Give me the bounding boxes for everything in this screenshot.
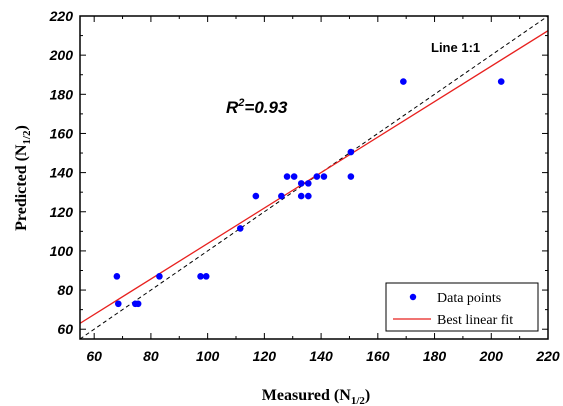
y-axis-title: Predicted (N1/2) — [13, 125, 33, 231]
y-tick-label: 100 — [50, 243, 74, 259]
data-point — [283, 173, 291, 180]
data-point — [134, 300, 142, 308]
data-point — [305, 192, 312, 200]
data-point — [236, 225, 244, 232]
legend-box — [385, 282, 539, 332]
y-tick-label: 180 — [50, 86, 74, 102]
data-point — [297, 192, 305, 200]
data-point — [113, 273, 121, 280]
points-layer — [113, 78, 505, 308]
x-tick-label: 60 — [86, 348, 102, 364]
x-tick-label: 220 — [535, 348, 560, 364]
y-tick-label: 140 — [50, 165, 74, 181]
ticks-layer — [80, 15, 549, 339]
data-point — [202, 273, 210, 280]
x-tick-label: 200 — [479, 348, 504, 364]
data-point — [347, 173, 355, 180]
x-tick-label: 100 — [196, 348, 220, 364]
x-tick-label: 140 — [309, 348, 333, 364]
data-point — [156, 273, 163, 280]
data-point — [305, 180, 312, 187]
legend: Data points Best linear fit — [385, 282, 539, 332]
data-point — [252, 192, 260, 200]
data-point — [497, 78, 505, 85]
y-tick-label: 120 — [50, 204, 74, 220]
y-tick-label: 80 — [57, 282, 73, 298]
reference-line-label: Line 1:1 — [431, 40, 480, 55]
x-tick-label: 120 — [253, 348, 277, 364]
legend-marker-data-points — [409, 293, 417, 301]
data-point — [290, 173, 298, 180]
legend-label-data-points: Data points — [437, 291, 501, 306]
x-axis-title: Measured (N1/2) — [262, 387, 370, 406]
reference-line-1-1 — [80, 16, 548, 339]
y-tick-label: 160 — [50, 125, 74, 141]
data-point — [313, 173, 321, 180]
data-point — [278, 192, 285, 200]
y-tick-label: 220 — [49, 8, 74, 24]
data-point — [400, 78, 407, 85]
data-point — [114, 300, 122, 308]
x-tick-label: 160 — [366, 348, 390, 364]
data-point — [197, 273, 204, 280]
legend-label-best-fit: Best linear fit — [437, 313, 513, 328]
data-point — [347, 148, 355, 156]
data-point — [320, 173, 328, 180]
r-squared-annotation: R2=0.93 — [226, 97, 288, 117]
y-tick-label: 200 — [49, 47, 74, 63]
plot-frame — [79, 15, 549, 340]
x-tick-label: 180 — [423, 348, 447, 364]
y-tick-label: 60 — [57, 321, 73, 337]
data-point — [297, 180, 305, 187]
tick-labels-layer: 60 80 100 120 140 160 180 200 220 60 80 100 120 140 16… — [49, 8, 560, 364]
x-tick-label: 80 — [143, 348, 159, 364]
